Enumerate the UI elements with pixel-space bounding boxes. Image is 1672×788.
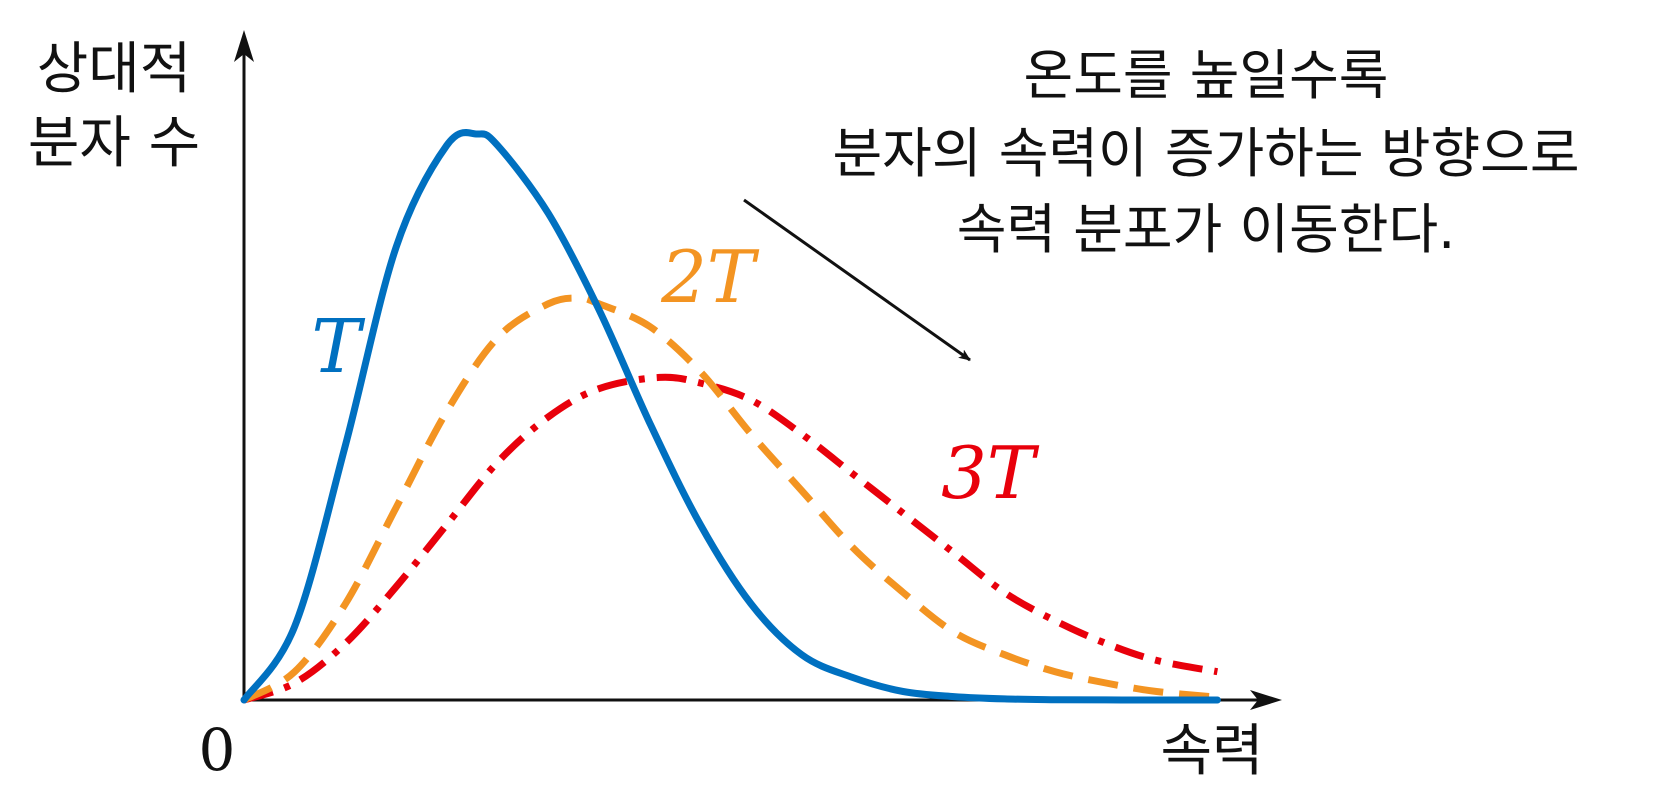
series-label-2T: 2T	[660, 235, 760, 319]
x-axis-arrow-icon	[1250, 690, 1282, 710]
y-axis-arrow-icon	[234, 30, 254, 62]
series-label-T: T	[311, 304, 365, 390]
series-curve-T	[240, 129, 1221, 704]
x-axis-label: 속력	[1160, 719, 1263, 784]
y-axis-label-line-2: 분자 수	[28, 111, 200, 176]
origin-label: 0	[199, 716, 236, 784]
shift-direction-arrow	[743, 198, 971, 362]
annotation-line-1: 온도를 높일수록	[1024, 44, 1389, 107]
annotation-line-2: 분자의 속력이 증가하는 방향으로	[832, 122, 1579, 185]
annotation-line-3: 속력 분포가 이동한다.	[957, 198, 1456, 261]
distribution-curves	[240, 129, 1221, 704]
series-curve-3T	[242, 373, 1219, 704]
series-label-3T: 3T	[941, 431, 1040, 515]
y-axis-label-line-1: 상대적	[37, 37, 192, 102]
series-curve-2T	[242, 294, 1218, 704]
